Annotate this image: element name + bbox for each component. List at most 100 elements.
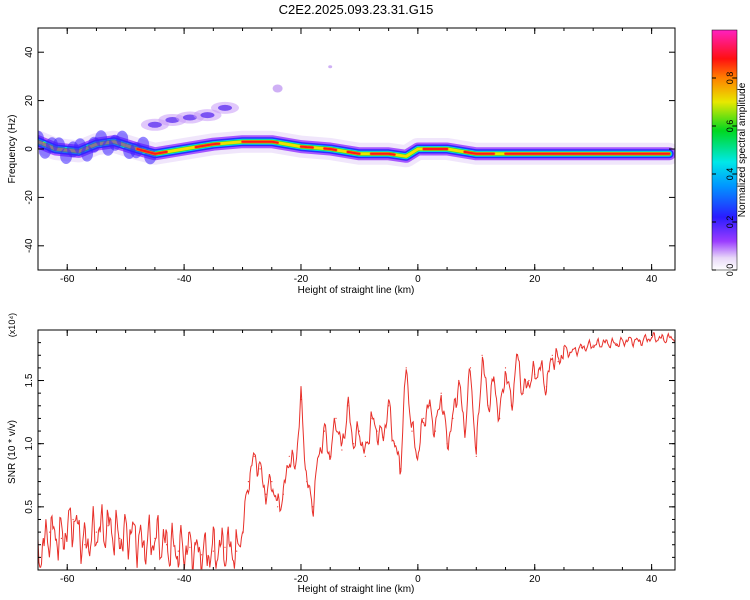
snr-point	[452, 417, 454, 419]
snr-point	[300, 398, 302, 401]
snr-point	[60, 537, 63, 540]
snr-point	[522, 392, 524, 394]
snr-point	[651, 337, 653, 339]
heatmap-x-tick-label: 40	[646, 274, 658, 285]
branch-core	[200, 112, 215, 119]
snr-point	[95, 531, 97, 533]
snr-point	[317, 455, 320, 457]
heatmap-blob	[53, 137, 65, 154]
snr-x-tick-label: -20	[294, 574, 309, 585]
snr-point	[294, 468, 296, 470]
heatmap-x-axis-label: Height of straight line (km)	[298, 285, 415, 296]
snr-point	[551, 354, 553, 356]
heatmap-x-tick-label: 20	[529, 274, 541, 285]
snr-point	[212, 550, 214, 552]
snr-point	[393, 443, 396, 445]
snr-point	[277, 506, 279, 508]
snr-point	[382, 436, 384, 438]
ridge-core-red	[370, 152, 396, 156]
snr-point	[119, 537, 121, 540]
snr-point	[616, 343, 618, 345]
heatmap-y-tick-label: -20	[24, 190, 35, 205]
heatmap-axes: -60 -40 -20 0 20 40 -40 -20 0 20 40	[24, 28, 675, 285]
snr-point	[282, 493, 284, 495]
snr-point	[504, 367, 507, 369]
heatmap-panel	[38, 65, 675, 168]
heatmap-x-tick-label: -20	[294, 274, 309, 285]
snr-point	[411, 430, 413, 432]
snr-point	[335, 417, 337, 419]
snr-point	[247, 481, 249, 483]
snr-point	[399, 468, 401, 470]
snr-point	[458, 379, 460, 382]
snr-x-tick-label: -60	[60, 574, 75, 585]
colorbar	[711, 29, 738, 271]
ridge-core-red	[323, 147, 337, 151]
snr-point	[540, 367, 542, 369]
snr-point	[370, 417, 372, 419]
snr-x-tick-label: 20	[529, 574, 541, 585]
heatmap-y-axis-label: Frequency (Hz)	[7, 115, 18, 184]
snr-point	[306, 481, 308, 483]
snr-y-axis-label: SNR (10 * v/v)	[7, 420, 18, 484]
snr-point	[347, 405, 349, 407]
snr-point	[253, 455, 255, 457]
snr-point	[201, 554, 203, 556]
isolated-dot	[328, 65, 333, 69]
ridge-core-red	[463, 150, 495, 155]
snr-point	[323, 430, 325, 432]
colorbar-label: Normalized spectral amplitude	[737, 82, 748, 217]
snr-point	[446, 443, 448, 445]
snr-point	[580, 347, 583, 349]
snr-point	[107, 525, 109, 527]
colorbar-tick-label: 0.0	[725, 264, 735, 277]
snr-point	[423, 417, 425, 419]
snr-point	[464, 430, 466, 432]
snr-point	[154, 537, 156, 540]
snr-point	[493, 379, 495, 382]
ridge-core-red	[136, 148, 168, 155]
heatmap-x-tick-label: 0	[415, 274, 421, 285]
snr-point	[510, 405, 512, 407]
snr-point	[417, 455, 419, 457]
heatmap-y-tick-label: 0	[24, 146, 35, 152]
snr-point	[440, 392, 442, 394]
colorbar-tick-label: 0.2	[725, 216, 735, 229]
branch-core	[182, 114, 197, 121]
ridge-core-red	[300, 145, 314, 149]
snr-point	[49, 531, 51, 533]
ridge-core-red	[346, 150, 361, 155]
snr-point	[528, 379, 530, 382]
snr-point	[592, 344, 594, 346]
snr-point	[639, 340, 641, 342]
snr-point	[166, 544, 168, 546]
snr-point	[241, 531, 244, 533]
snr-point	[224, 546, 226, 548]
snr-point	[358, 430, 360, 432]
heatmap-y-tick-label: -40	[24, 238, 35, 253]
snr-point	[604, 342, 606, 344]
colorbar-ticks: 0.0 0.2 0.4 0.6 0.8	[712, 72, 737, 277]
snr-point	[341, 449, 343, 451]
snr-x-axis-label: Height of straight line (km)	[298, 584, 415, 595]
snr-point	[569, 352, 571, 354]
heatmap-x-tick-label: -60	[60, 274, 75, 285]
snr-point	[481, 354, 483, 356]
snr-point	[271, 481, 273, 483]
snr-point	[545, 386, 548, 388]
snr-x-tick-label: 40	[646, 574, 658, 585]
snr-point	[627, 339, 629, 341]
chart-title: C2E2.2025.093.23.31.G15	[279, 2, 434, 17]
snr-point	[434, 430, 436, 432]
snr-point	[177, 550, 179, 552]
snr-point	[563, 348, 565, 350]
snr-point	[353, 443, 355, 445]
snr-point	[499, 417, 501, 419]
snr-point	[288, 455, 290, 457]
snr-point	[236, 550, 238, 552]
branch-core	[218, 104, 233, 111]
heatmap-x-tick-label: -40	[177, 274, 192, 285]
branch-core	[147, 121, 162, 128]
snr-point	[405, 367, 407, 369]
snr-series-line	[38, 332, 675, 570]
